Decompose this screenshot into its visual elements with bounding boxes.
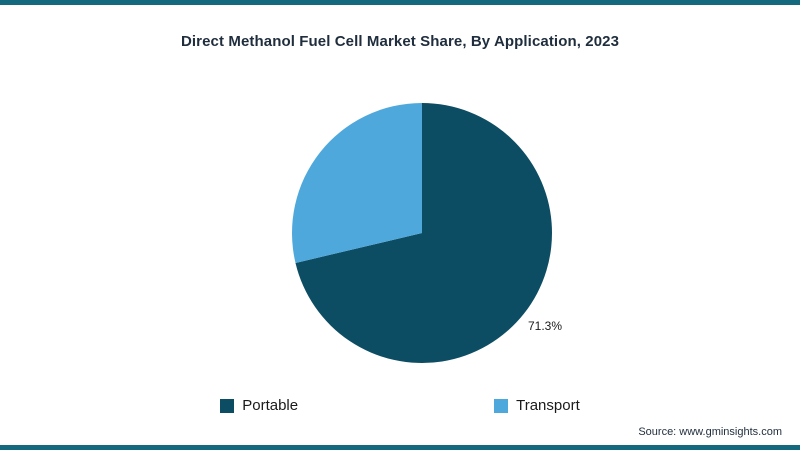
legend-label-portable: Portable: [242, 397, 299, 414]
pie-chart: [291, 102, 553, 364]
legend-item-portable: Portable: [220, 397, 298, 414]
pie-slice-portable: [295, 103, 552, 363]
pie-value-label: 71.3%: [528, 319, 563, 333]
source-text: Source: www.gminsights.com: [638, 426, 782, 438]
legend-label-transport: Transport: [516, 397, 580, 414]
legend: Portable Transport: [0, 397, 800, 414]
chart-title: Direct Methanol Fuel Cell Market Share, …: [180, 33, 620, 50]
pie-svg: [292, 103, 552, 363]
legend-swatch-portable: [220, 398, 235, 413]
legend-item-transport: Transport: [494, 397, 580, 414]
legend-swatch-transport: [494, 398, 509, 413]
pie-slice-transport: [292, 103, 422, 263]
